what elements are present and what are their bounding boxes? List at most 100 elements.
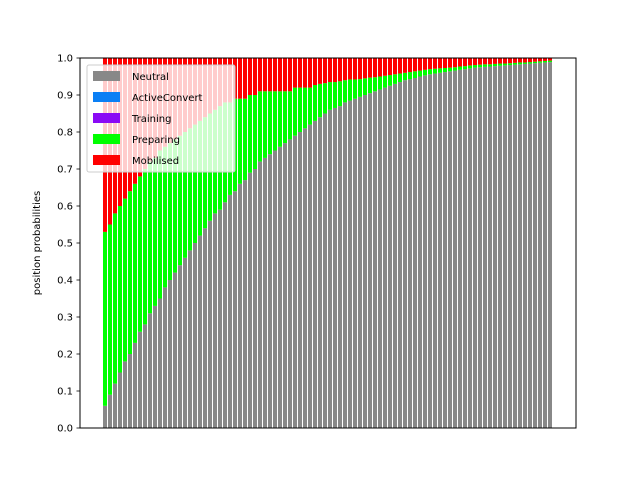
- bar-neutral-30: [253, 169, 257, 428]
- legend-label-activeconvert: ActiveConvert: [132, 93, 203, 104]
- bar-preparing-64: [423, 69, 427, 76]
- bar-mobilised-60: [403, 58, 407, 73]
- bar-preparing-17: [188, 128, 192, 251]
- bar-preparing-85: [528, 62, 532, 64]
- y-tick-label: 0.4: [57, 276, 73, 287]
- bar-mobilised-39: [298, 58, 302, 88]
- bar-preparing-76: [483, 64, 487, 67]
- bar-preparing-73: [468, 65, 472, 69]
- bar-neutral-84: [523, 63, 527, 429]
- bar-preparing-60: [403, 72, 407, 81]
- bar-preparing-65: [428, 69, 432, 75]
- bar-preparing-62: [413, 71, 417, 78]
- bar-neutral-56: [383, 87, 387, 428]
- bar-neutral-1: [108, 394, 112, 428]
- bar-neutral-39: [298, 132, 302, 428]
- y-tick-label: 0.6: [57, 202, 73, 213]
- bar-preparing-39: [298, 87, 302, 132]
- bar-preparing-56: [383, 75, 387, 88]
- bar-neutral-7: [138, 331, 142, 428]
- bar-preparing-9: [148, 161, 152, 314]
- bar-preparing-70: [453, 67, 457, 71]
- bar-neutral-78: [493, 66, 497, 428]
- bar-neutral-58: [393, 83, 397, 429]
- bar-mobilised-87: [538, 58, 542, 62]
- legend-swatch-neutral: [93, 71, 120, 81]
- bar-neutral-55: [378, 89, 382, 428]
- bar-preparing-11: [158, 150, 162, 299]
- bar-neutral-8: [143, 324, 147, 428]
- bar-neutral-44: [323, 113, 327, 428]
- bar-neutral-14: [173, 272, 177, 428]
- bar-preparing-14: [173, 139, 177, 273]
- bar-mobilised-52: [363, 58, 367, 79]
- bar-neutral-16: [183, 257, 187, 428]
- bar-preparing-63: [418, 70, 422, 77]
- bar-neutral-37: [288, 139, 292, 428]
- bar-neutral-11: [158, 298, 162, 428]
- legend: Neutral ActiveConvert Training Preparing Mob…: [86, 64, 236, 173]
- bar-neutral-59: [398, 82, 402, 429]
- bar-neutral-46: [333, 107, 337, 428]
- bar-neutral-36: [283, 143, 287, 428]
- bar-preparing-53: [368, 77, 372, 94]
- bar-mobilised-28: [243, 58, 247, 99]
- bar-preparing-15: [178, 135, 182, 266]
- bar-mobilised-36: [283, 58, 287, 92]
- y-axis-label: position probabilities: [32, 191, 43, 295]
- bar-neutral-0: [103, 405, 107, 428]
- bar-preparing-89: [548, 60, 552, 63]
- y-tick-label: 0.1: [57, 387, 73, 398]
- y-tick-label: 0.7: [57, 165, 73, 176]
- bar-preparing-8: [143, 169, 147, 325]
- y-tick-label: 0.9: [57, 91, 73, 102]
- bar-preparing-87: [538, 61, 542, 63]
- bar-mobilised-33: [268, 58, 272, 92]
- bar-preparing-18: [193, 124, 197, 243]
- bar-neutral-48: [343, 102, 347, 429]
- bar-neutral-23: [218, 209, 222, 428]
- bar-preparing-2: [113, 213, 117, 384]
- bar-neutral-19: [198, 235, 202, 428]
- bar-preparing-40: [303, 87, 307, 129]
- bar-neutral-75: [478, 67, 482, 428]
- bar-mobilised-76: [483, 58, 487, 65]
- y-tick-label: 1.0: [57, 54, 73, 65]
- bar-preparing-54: [373, 77, 377, 92]
- bar-neutral-49: [348, 100, 352, 429]
- bar-neutral-35: [278, 146, 282, 429]
- bar-neutral-25: [228, 194, 232, 428]
- bar-neutral-3: [118, 372, 122, 428]
- bar-preparing-1: [108, 224, 112, 395]
- legend-box: [86, 64, 236, 173]
- bar-neutral-18: [193, 243, 197, 428]
- bar-neutral-26: [233, 191, 237, 428]
- bar-mobilised-71: [458, 58, 462, 67]
- bar-mobilised-32: [263, 58, 267, 92]
- bar-neutral-87: [538, 62, 542, 429]
- bar-neutral-71: [458, 69, 462, 428]
- bar-mobilised-35: [278, 58, 282, 92]
- bar-neutral-69: [448, 71, 452, 428]
- bar-neutral-53: [368, 93, 372, 429]
- bar-preparing-67: [438, 68, 442, 73]
- bar-neutral-4: [123, 361, 127, 428]
- bar-mobilised-57: [388, 58, 392, 76]
- legend-swatch-mobilised: [93, 155, 120, 165]
- bar-preparing-35: [278, 91, 282, 147]
- bar-neutral-27: [238, 183, 242, 428]
- bar-neutral-15: [178, 265, 182, 428]
- bar-preparing-32: [263, 91, 267, 158]
- bar-mobilised-27: [238, 58, 242, 99]
- bar-preparing-78: [493, 63, 497, 67]
- bar-neutral-66: [433, 73, 437, 428]
- bar-neutral-74: [473, 67, 477, 429]
- bar-mobilised-70: [453, 58, 457, 68]
- bar-preparing-5: [128, 191, 132, 354]
- bar-neutral-43: [318, 117, 322, 428]
- bar-neutral-60: [403, 80, 407, 428]
- bar-neutral-50: [353, 98, 357, 428]
- bar-preparing-88: [543, 60, 547, 63]
- bar-mobilised-88: [543, 58, 547, 61]
